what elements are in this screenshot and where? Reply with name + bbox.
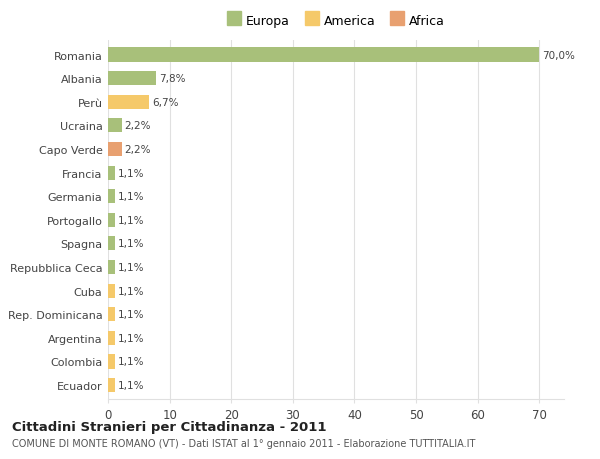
Bar <box>108 354 115 369</box>
Text: Cittadini Stranieri per Cittadinanza - 2011: Cittadini Stranieri per Cittadinanza - 2… <box>12 420 326 433</box>
Text: 1,1%: 1,1% <box>118 286 145 296</box>
Bar <box>108 72 156 86</box>
Text: 2,2%: 2,2% <box>125 121 151 131</box>
Bar <box>108 213 115 227</box>
Bar <box>108 284 115 298</box>
Bar <box>108 48 539 62</box>
Text: 1,1%: 1,1% <box>118 380 145 390</box>
Bar <box>108 166 115 180</box>
Text: COMUNE DI MONTE ROMANO (VT) - Dati ISTAT al 1° gennaio 2011 - Elaborazione TUTTI: COMUNE DI MONTE ROMANO (VT) - Dati ISTAT… <box>12 438 475 448</box>
Bar <box>108 378 115 392</box>
Bar <box>108 190 115 204</box>
Bar <box>108 119 122 133</box>
Bar <box>108 95 149 110</box>
Text: 1,1%: 1,1% <box>118 192 145 202</box>
Bar <box>108 308 115 322</box>
Text: 7,8%: 7,8% <box>159 74 185 84</box>
Text: 1,1%: 1,1% <box>118 357 145 367</box>
Text: 2,2%: 2,2% <box>125 145 151 155</box>
Bar <box>108 237 115 251</box>
Text: 6,7%: 6,7% <box>152 98 179 107</box>
Bar <box>108 143 122 157</box>
Bar <box>108 260 115 274</box>
Text: 1,1%: 1,1% <box>118 263 145 273</box>
Text: 1,1%: 1,1% <box>118 215 145 225</box>
Text: 1,1%: 1,1% <box>118 239 145 249</box>
Bar <box>108 331 115 345</box>
Legend: Europa, America, Africa: Europa, America, Africa <box>227 15 445 28</box>
Text: 1,1%: 1,1% <box>118 168 145 178</box>
Text: 1,1%: 1,1% <box>118 309 145 319</box>
Text: 1,1%: 1,1% <box>118 333 145 343</box>
Text: 70,0%: 70,0% <box>542 50 575 61</box>
